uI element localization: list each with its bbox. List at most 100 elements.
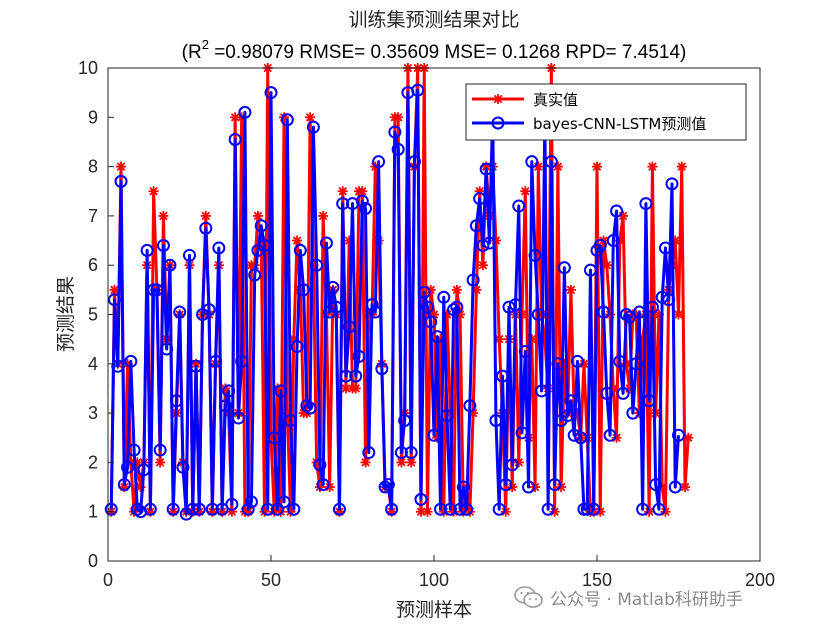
watermark: 公众号 · Matlab科研助手 xyxy=(514,584,743,610)
x-tick-label: 50 xyxy=(261,570,281,590)
data-point xyxy=(385,502,399,516)
data-point xyxy=(597,305,611,319)
y-tick-label: 2 xyxy=(88,452,98,472)
data-point xyxy=(564,394,578,408)
data-point xyxy=(209,354,223,368)
watermark-text: 公众号 · Matlab科研助手 xyxy=(550,589,743,610)
data-point xyxy=(257,238,271,252)
data-point xyxy=(319,236,333,250)
data-point xyxy=(525,155,539,169)
data-point xyxy=(578,358,589,369)
data-point xyxy=(121,460,135,474)
data-point xyxy=(658,241,672,255)
data-point xyxy=(271,502,285,516)
data-point xyxy=(492,502,506,516)
data-point xyxy=(610,204,624,218)
data-point xyxy=(104,502,118,516)
data-point xyxy=(148,186,159,197)
subtitle-r2-label: (R xyxy=(182,42,202,63)
data-point xyxy=(518,344,532,358)
legend-label-predicted: bayes-CNN-LSTM预测值 xyxy=(533,115,706,133)
data-point xyxy=(352,349,366,363)
data-point xyxy=(238,105,252,119)
data-point xyxy=(218,399,232,413)
data-point xyxy=(673,309,684,320)
data-point xyxy=(313,458,327,472)
data-point xyxy=(264,86,278,100)
data-point xyxy=(417,285,431,299)
data-point xyxy=(381,478,395,492)
data-point xyxy=(127,443,141,457)
data-point xyxy=(570,354,584,368)
data-point xyxy=(639,197,653,211)
data-point xyxy=(306,120,320,134)
y-axis-label: 预测结果 xyxy=(55,276,77,352)
data-point xyxy=(662,293,676,307)
data-point xyxy=(261,502,275,516)
data-point xyxy=(368,305,382,319)
data-point xyxy=(222,384,236,398)
data-point xyxy=(215,502,229,516)
data-point xyxy=(116,161,127,172)
x-tick-label: 150 xyxy=(582,570,612,590)
data-point xyxy=(647,161,658,172)
data-point xyxy=(305,112,316,123)
data-point xyxy=(173,305,187,319)
data-point xyxy=(593,238,607,252)
y-tick-label: 9 xyxy=(88,107,98,127)
y-tick-label: 7 xyxy=(88,206,98,226)
data-point xyxy=(274,384,288,398)
data-point xyxy=(316,478,330,492)
data-point xyxy=(183,248,196,262)
data-point xyxy=(155,457,166,468)
chart-subtitle: (R2 =0.98079 RMSE= 0.35609 MSE= 0.1268 R… xyxy=(182,37,687,63)
legend-label-true: 真实值 xyxy=(533,91,578,109)
data-point xyxy=(672,428,685,442)
data-point xyxy=(557,261,571,275)
data-point xyxy=(140,243,154,257)
data-point xyxy=(241,502,255,516)
data-point xyxy=(489,413,503,427)
data-point xyxy=(531,308,545,321)
data-point xyxy=(357,186,368,197)
data-point xyxy=(683,432,694,443)
data-point xyxy=(166,502,180,516)
data-point xyxy=(355,194,369,208)
data-point xyxy=(137,463,151,477)
data-point xyxy=(329,300,343,314)
data-point xyxy=(254,219,268,233)
data-point xyxy=(520,186,531,197)
data-point xyxy=(494,334,505,345)
y-tick-label: 10 xyxy=(78,58,98,78)
data-point xyxy=(541,502,555,516)
data-point xyxy=(349,369,363,383)
data-point xyxy=(544,155,558,169)
legend-marker-predicted xyxy=(491,116,505,130)
series-1 xyxy=(104,83,685,521)
data-point xyxy=(427,428,441,442)
data-point xyxy=(561,409,575,423)
data-point xyxy=(482,236,496,250)
x-tick-label: 0 xyxy=(103,570,113,590)
data-point xyxy=(310,258,324,272)
data-point xyxy=(248,268,262,282)
data-point xyxy=(372,155,386,169)
data-point xyxy=(425,284,436,295)
data-point xyxy=(130,502,144,516)
y-tick-label: 1 xyxy=(88,502,98,522)
data-point xyxy=(437,290,451,304)
data-point xyxy=(290,340,304,354)
data-point xyxy=(199,221,213,235)
data-point xyxy=(143,502,157,516)
data-point xyxy=(189,359,203,373)
data-point xyxy=(595,506,606,517)
data-point xyxy=(490,235,501,246)
data-point xyxy=(169,394,183,408)
data-point xyxy=(225,497,239,511)
data-point xyxy=(244,495,258,509)
data-point xyxy=(626,406,640,420)
data-point xyxy=(420,300,434,314)
data-point xyxy=(339,369,353,383)
data-point xyxy=(378,480,392,494)
